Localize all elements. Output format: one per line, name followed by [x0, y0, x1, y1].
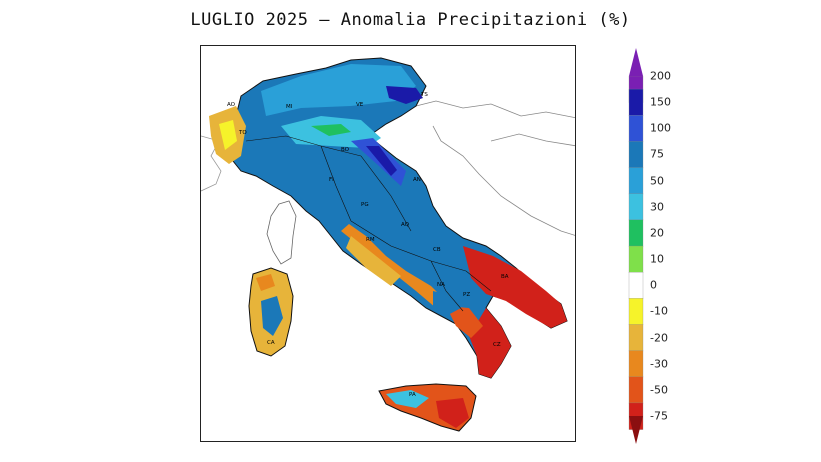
- colorbar-tick-label: 100: [650, 121, 671, 135]
- colorbar-tick-label: 50: [650, 174, 664, 188]
- colorbar-bottom-arrow: [629, 416, 643, 444]
- anomaly-lazio-dry: [346, 236, 401, 286]
- anomaly-basilicata-dry: [446, 306, 483, 338]
- city-label-cagliari: CA: [267, 340, 275, 346]
- city-label-bari: BA: [501, 274, 509, 280]
- anomaly-campania-wet: [433, 291, 461, 316]
- anomaly-northwest-core: [219, 120, 237, 150]
- city-label-potenza: PZ: [463, 292, 470, 298]
- colorbar-box: [628, 88, 644, 116]
- colorbar: [628, 48, 644, 444]
- colorbar-tick-label: 0: [650, 278, 657, 292]
- city-label-bologna: BO: [341, 147, 350, 153]
- anomaly-apulia-dry: [463, 246, 567, 328]
- colorbar-tick-label: 75: [650, 147, 664, 161]
- colorbar-box: [628, 272, 644, 299]
- colorbar-box: [628, 167, 644, 195]
- city-label-perugia: PG: [361, 202, 369, 208]
- corsica-outline: [266, 200, 297, 265]
- colorbar-box: [628, 141, 644, 169]
- colorbar-box: [628, 245, 644, 273]
- city-label-napoli: NA: [437, 282, 445, 288]
- colorbar-tick-label: -75: [650, 409, 668, 423]
- city-label-venezia: VE: [356, 102, 364, 108]
- city-labels: AO TO MI VE TS BO FI PG AN RM AQ CB NA P…: [227, 92, 509, 398]
- colorbar-box: [628, 219, 644, 247]
- city-label-milano: MI: [286, 104, 293, 110]
- city-label-palermo: PA: [409, 392, 416, 398]
- italy-map: AO TO MI VE TS BO FI PG AN RM AQ CB NA P…: [201, 57, 575, 432]
- anomaly-marche-core: [366, 146, 397, 176]
- colorbar-tick-label: 30: [650, 200, 664, 214]
- colorbar-tick-label: -10: [650, 304, 668, 318]
- colorbar-tick-label: 200: [650, 69, 671, 83]
- map-title: LUGLIO 2025 – Anomalia Precipitazioni (%…: [190, 10, 631, 30]
- anomaly-sardinia-dry: [256, 274, 275, 291]
- city-label-trieste: TS: [420, 92, 428, 98]
- colorbar-box: [628, 324, 644, 352]
- map-panel: AO TO MI VE TS BO FI PG AN RM AQ CB NA P…: [200, 45, 576, 442]
- colorbar-tick-label: -30: [650, 357, 668, 371]
- city-label-ancona: AN: [413, 177, 421, 183]
- anomaly-sicily-wet: [386, 390, 429, 408]
- colorbar-box: [628, 350, 644, 378]
- region-boundaries: [245, 135, 492, 312]
- city-label-campobasso: CB: [433, 247, 441, 253]
- colorbar-tick-label: -20: [650, 331, 668, 345]
- anomaly-sardinia-wet: [261, 296, 283, 336]
- anomaly-sicily-dry: [436, 398, 469, 428]
- city-label-torino: TO: [238, 130, 247, 136]
- colorbar-box: [628, 298, 644, 326]
- anomaly-emilia-green: [311, 124, 351, 136]
- balkan-coastline: [415, 100, 575, 236]
- anomaly-venetian-max: [386, 86, 423, 104]
- city-label-firenze: FI: [329, 177, 334, 183]
- colorbar-box: [628, 115, 644, 143]
- colorbar-tick-label: 20: [650, 226, 664, 240]
- colorbar-tick-label: -50: [650, 383, 668, 397]
- city-label-laquila: AQ: [401, 222, 410, 228]
- city-label-catanzaro: CZ: [493, 342, 501, 348]
- colorbar-box: [628, 376, 644, 404]
- city-label-aosta: AO: [227, 102, 236, 108]
- city-label-roma: RM: [366, 237, 375, 243]
- anomaly-tyrrhenian-coast: [341, 224, 446, 308]
- colorbar-tick-label: 10: [650, 252, 664, 266]
- colorbar-top-arrow: [629, 48, 643, 76]
- colorbar-tick-label: 150: [650, 95, 671, 109]
- colorbar-box: [628, 193, 644, 221]
- anomaly-north-alps: [261, 64, 416, 116]
